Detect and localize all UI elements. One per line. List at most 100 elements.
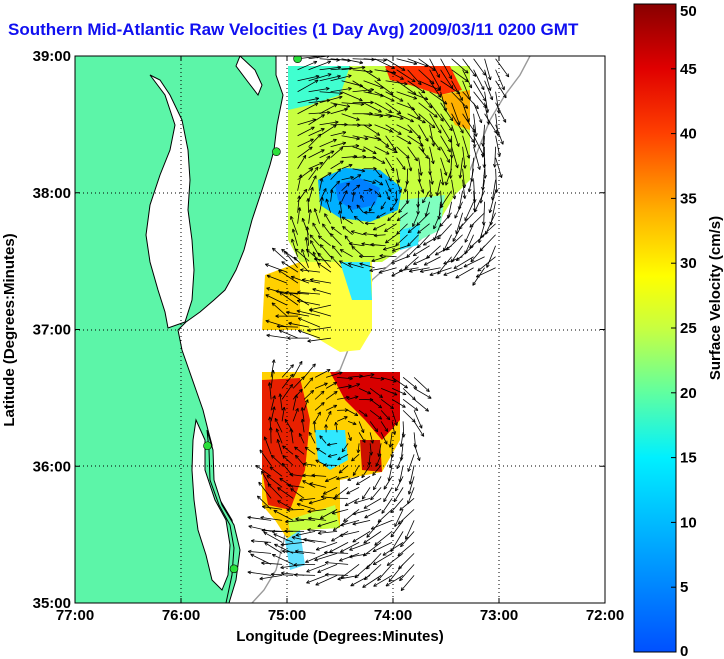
velocity-arrow — [352, 519, 371, 525]
velocity-arrow-head — [358, 174, 362, 178]
velocity-arrow-head — [377, 518, 380, 523]
velocity-arrow — [270, 573, 294, 576]
velocity-arrow — [473, 113, 477, 137]
velocity-arrow-head — [382, 552, 386, 556]
velocity-arrow-head — [486, 121, 490, 125]
velocity-arrow — [480, 223, 496, 238]
velocity-arrow-head — [313, 257, 318, 260]
velocity-arrow-head — [287, 483, 292, 486]
velocity-arrow — [341, 176, 354, 181]
velocity-arrow-head — [502, 120, 506, 123]
velocity-arrow — [339, 210, 342, 224]
velocity-arrow — [407, 157, 412, 172]
velocity-arrow-head — [339, 372, 343, 376]
velocity-arrow — [389, 432, 393, 448]
velocity-arrow-head — [445, 246, 448, 251]
velocity-arrow — [381, 498, 393, 514]
velocity-arrow-head — [356, 449, 359, 454]
velocity-arrow — [409, 465, 415, 485]
velocity-arrow-head — [448, 128, 453, 132]
velocity-arrow-head — [324, 424, 327, 428]
velocity-arrow-head — [392, 381, 397, 383]
velocity-arrow — [330, 180, 340, 192]
velocity-arrow-head — [255, 465, 258, 469]
velocity-arrow — [391, 421, 396, 435]
velocity-arrow-head — [314, 560, 319, 562]
velocity-arrow — [440, 135, 451, 153]
velocity-arrow-head — [364, 138, 369, 141]
velocity-arrow — [390, 498, 404, 513]
velocity-arrow — [456, 245, 474, 262]
velocity-arrow-head — [361, 168, 366, 172]
velocity-arrow-head — [372, 182, 376, 185]
velocity-arrow-head — [309, 234, 312, 239]
x-tick-label: 74:00 — [374, 607, 412, 624]
velocity-arrow-head — [393, 499, 398, 503]
velocity-arrow — [352, 531, 371, 543]
velocity-arrow-head — [347, 263, 352, 266]
velocity-arrow — [329, 233, 342, 247]
velocity-arrow-head — [479, 249, 484, 252]
velocity-arrow-head — [486, 264, 490, 268]
velocity-arrow-head — [250, 554, 254, 558]
velocity-arrow-head — [357, 124, 361, 128]
velocity-arrow-head — [305, 189, 308, 193]
velocity-arrow-head — [380, 181, 384, 186]
velocity-arrow — [297, 61, 318, 71]
velocity-arrow — [363, 146, 377, 155]
velocity-arrow-head — [433, 116, 438, 118]
velocity-arrow-head — [420, 172, 423, 176]
velocity-arrow-head — [325, 572, 329, 575]
velocity-arrow-head — [279, 478, 282, 482]
velocity-arrow-head — [295, 535, 300, 537]
velocity-arrow — [495, 102, 507, 123]
velocity-arrow-head — [361, 475, 366, 479]
x-tick-label: 73:00 — [480, 607, 518, 624]
velocity-arrow — [373, 575, 393, 587]
velocity-arrow-head — [353, 216, 357, 220]
velocity-arrow — [369, 399, 382, 409]
velocity-arrow-head — [324, 478, 328, 482]
velocity-arrow-head — [303, 188, 308, 192]
velocity-arrow-head — [364, 578, 368, 581]
velocity-arrow-head — [500, 141, 504, 145]
velocity-arrow-head — [505, 74, 509, 78]
radar-stations — [203, 56, 302, 574]
velocity-arrow-head — [439, 224, 444, 227]
velocity-arrow-head — [339, 549, 343, 553]
x-tick-label: 77:00 — [56, 607, 94, 624]
velocity-arrow — [309, 234, 320, 246]
velocity-arrow-head — [297, 290, 301, 293]
velocity-arrow-head — [344, 107, 348, 110]
velocity-arrow-head — [437, 130, 442, 134]
velocity-arrow-head — [322, 491, 326, 495]
velocity-arrow-head — [341, 448, 344, 452]
velocity-arrow-head — [333, 529, 337, 531]
velocity-arrow — [396, 135, 412, 145]
velocity-arrow-head — [292, 228, 296, 232]
velocity-arrow — [269, 382, 272, 400]
velocity-arrow-head — [255, 464, 260, 467]
velocity-arrow-head — [456, 259, 460, 262]
velocity-arrow-head — [406, 254, 409, 258]
velocity-arrow-head — [351, 459, 355, 462]
velocity-arrow — [298, 433, 305, 444]
velocity-arrow — [402, 377, 418, 389]
velocity-arrow-head — [312, 187, 314, 191]
velocity-arrow — [281, 373, 294, 389]
velocity-arrow-head — [307, 328, 311, 331]
velocity-arrow — [303, 363, 316, 378]
velocity-arrow — [352, 184, 361, 192]
velocity-arrow — [396, 168, 400, 183]
velocity-arrow-head — [265, 319, 270, 321]
velocity-arrow — [307, 508, 327, 513]
velocity-arrow-head — [396, 217, 400, 221]
velocity-arrow-head — [312, 420, 315, 425]
velocity-arrow-head — [298, 174, 302, 178]
velocity-arrow-head — [297, 330, 301, 334]
velocity-arrow-head — [400, 98, 404, 102]
velocity-arrow-head — [501, 87, 505, 91]
velocity-arrow-head — [466, 69, 469, 74]
velocity-arrow-head — [330, 233, 334, 236]
velocity-arrow-head — [331, 226, 335, 228]
